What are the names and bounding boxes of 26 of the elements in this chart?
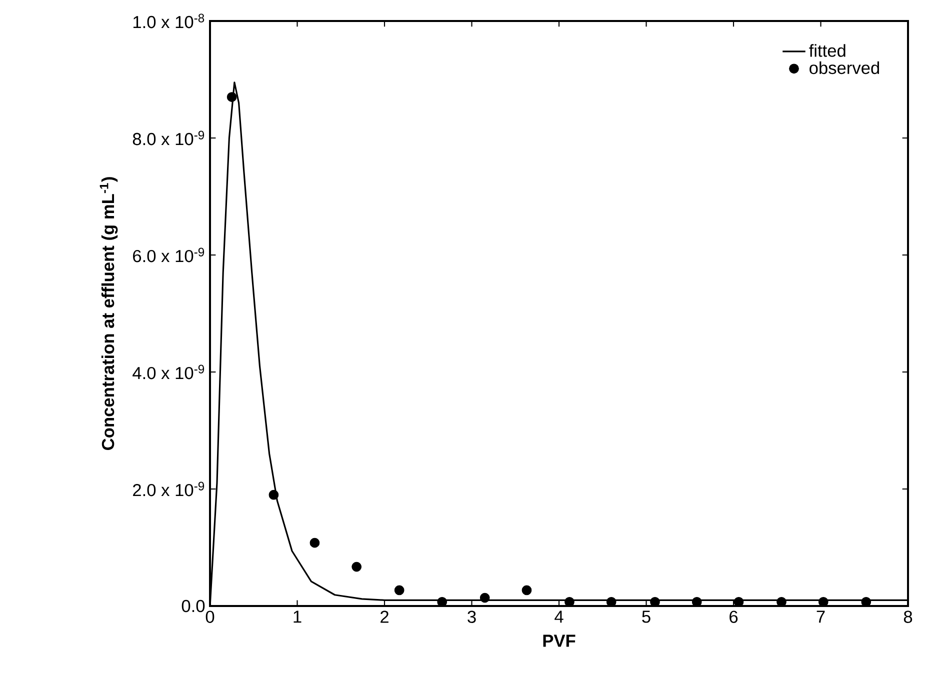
legend-label: fitted: [809, 44, 846, 57]
y-tick-label: 8.0 x 10$^{-9}$: [132, 130, 204, 146]
point: [522, 585, 532, 596]
point: [268, 490, 279, 500]
y-tick-label: 6.0 x 10$^{-9}$: [133, 248, 204, 262]
point: [226, 92, 237, 102]
x-tick-label: 8: [904, 610, 912, 623]
y-tick-label: 4.0 x 10$^{-9}$: [132, 364, 204, 380]
y-tick-label: 2.0 x 10$^{-9}$: [133, 482, 204, 496]
x-tick-label: 6: [730, 610, 738, 623]
x-tick-label: 0: [206, 610, 214, 623]
point: [310, 538, 320, 548]
x-tick-label: 2: [380, 610, 388, 623]
x-axis-title: PVF: [543, 634, 576, 647]
legend-label: observed: [810, 61, 880, 74]
point: [394, 585, 404, 596]
x-tick-label: 1: [294, 610, 302, 623]
x-tick-label: 3: [468, 610, 476, 623]
x-tick-label: 5: [642, 610, 650, 623]
y-axis-title: Concentration at effluent (g mL$^{-1}$): [100, 177, 118, 450]
x-tick-label: 4: [554, 610, 564, 623]
x-tick-label: 7: [816, 610, 825, 623]
y-tick-label: 0.0: [182, 600, 205, 612]
point: [352, 562, 362, 572]
point: [480, 592, 490, 603]
y-tick-label: 1.0 x 10$^{-8}$: [133, 14, 204, 28]
